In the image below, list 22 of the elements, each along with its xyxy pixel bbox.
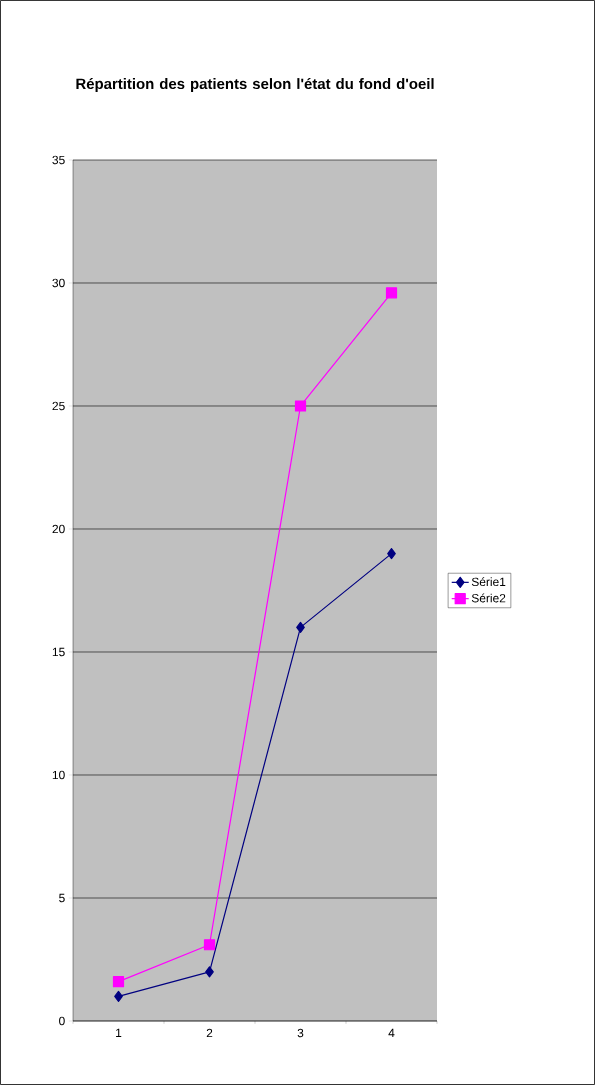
y-tick-label: 20	[52, 524, 65, 534]
y-tick-label: 5	[59, 893, 65, 903]
x-tick-label: 1	[116, 1028, 122, 1037]
point	[114, 990, 123, 1002]
point	[296, 621, 305, 633]
point	[203, 939, 216, 951]
point	[385, 287, 398, 299]
point	[205, 966, 214, 978]
y-tick-label: 35	[52, 155, 65, 165]
chart-title: Répartition des patients selon l'état du fond d'oeil	[76, 77, 434, 93]
y-tick-label: 10	[52, 770, 65, 780]
point	[112, 976, 125, 988]
legend-label: Série1	[471, 577, 506, 587]
x-tick-label: 2	[206, 1028, 213, 1038]
legend-label: Série2	[471, 593, 506, 603]
y-tick-label: 0	[59, 1016, 65, 1026]
y-tick-label: 15	[52, 647, 65, 657]
x-tick-label: 4	[388, 1028, 395, 1037]
point	[294, 400, 307, 412]
y-tick-label: 25	[52, 401, 65, 411]
x-tick-label: 3	[297, 1028, 304, 1038]
y-tick-label: 30	[52, 278, 65, 288]
